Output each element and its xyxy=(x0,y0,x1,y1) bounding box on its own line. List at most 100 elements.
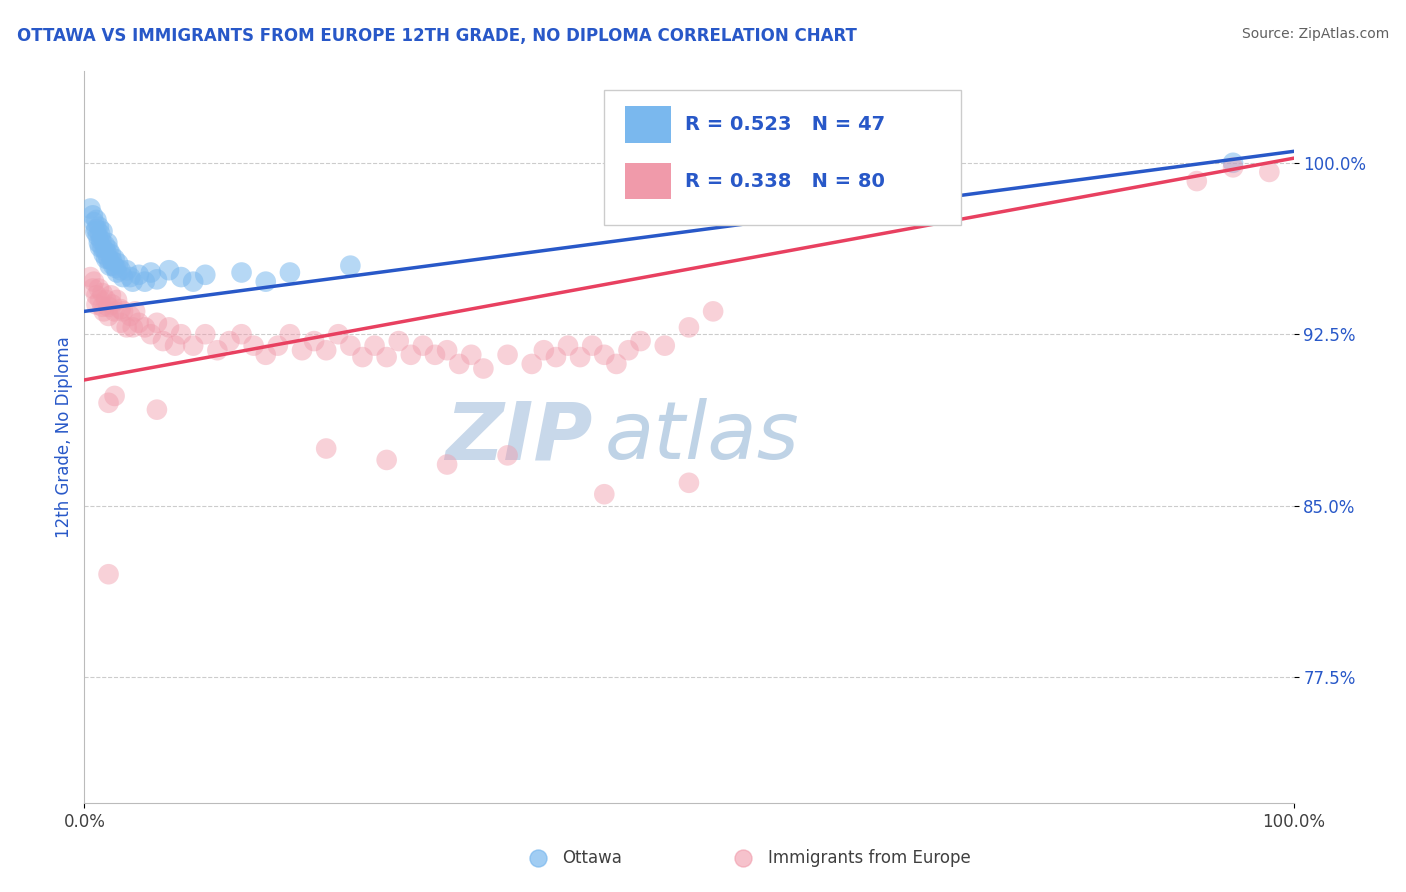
Text: Source: ZipAtlas.com: Source: ZipAtlas.com xyxy=(1241,27,1389,41)
Point xyxy=(97,309,120,323)
Point xyxy=(97,396,120,410)
Point xyxy=(121,275,143,289)
Point xyxy=(363,338,385,352)
Point xyxy=(79,270,101,285)
Point xyxy=(593,348,616,362)
Point xyxy=(449,357,471,371)
Point xyxy=(112,270,135,285)
Point xyxy=(1222,155,1244,169)
Point xyxy=(112,304,135,318)
Text: OTTAWA VS IMMIGRANTS FROM EUROPE 12TH GRADE, NO DIPLOMA CORRELATION CHART: OTTAWA VS IMMIGRANTS FROM EUROPE 12TH GR… xyxy=(17,27,856,45)
Point xyxy=(83,275,105,289)
Point xyxy=(104,304,127,318)
Point xyxy=(104,389,127,403)
Point xyxy=(96,235,118,250)
Text: ZIP: ZIP xyxy=(444,398,592,476)
Point xyxy=(375,350,398,364)
Point xyxy=(194,268,217,282)
Point xyxy=(678,475,700,490)
Point xyxy=(86,213,108,227)
Point xyxy=(82,281,104,295)
Point xyxy=(139,327,162,342)
Point xyxy=(110,301,132,316)
Point xyxy=(472,361,495,376)
Point xyxy=(104,260,127,275)
Point xyxy=(170,327,193,342)
Point xyxy=(101,254,124,268)
Point xyxy=(91,240,114,254)
Point xyxy=(87,235,110,250)
Point xyxy=(1222,161,1244,175)
Point xyxy=(115,263,138,277)
Point xyxy=(630,334,652,348)
Point xyxy=(157,320,180,334)
Point xyxy=(544,350,567,364)
Point xyxy=(165,338,187,352)
Point xyxy=(617,343,640,358)
Point xyxy=(328,327,350,342)
Point xyxy=(97,252,120,266)
Point xyxy=(134,275,156,289)
Point xyxy=(423,348,446,362)
Point xyxy=(128,268,150,282)
Point xyxy=(97,300,120,314)
Point xyxy=(388,334,411,348)
Point xyxy=(91,224,114,238)
Point xyxy=(254,348,277,362)
FancyBboxPatch shape xyxy=(624,106,671,143)
Point xyxy=(146,272,169,286)
Point xyxy=(97,243,120,257)
Point xyxy=(100,288,122,302)
Point xyxy=(87,219,110,234)
Point xyxy=(291,343,314,358)
Point xyxy=(105,265,128,279)
Point xyxy=(134,320,156,334)
Point xyxy=(399,348,422,362)
Point xyxy=(105,293,128,307)
Point xyxy=(89,227,111,241)
Point xyxy=(86,222,108,236)
Point xyxy=(207,343,229,358)
Point xyxy=(412,338,434,352)
Point xyxy=(242,338,264,352)
Point xyxy=(496,348,519,362)
Point xyxy=(91,300,114,314)
Point xyxy=(93,304,115,318)
Point xyxy=(218,334,240,348)
Y-axis label: 12th Grade, No Diploma: 12th Grade, No Diploma xyxy=(55,336,73,538)
Point xyxy=(82,208,104,222)
Point xyxy=(89,240,111,254)
Text: atlas: atlas xyxy=(605,398,799,476)
Point xyxy=(702,304,724,318)
Point xyxy=(128,316,150,330)
Point xyxy=(520,357,543,371)
Point xyxy=(460,348,482,362)
Point xyxy=(98,259,121,273)
FancyBboxPatch shape xyxy=(605,90,962,225)
Point xyxy=(569,350,592,364)
Point xyxy=(101,297,124,311)
Point xyxy=(533,343,555,358)
Point xyxy=(86,228,108,243)
Point xyxy=(605,357,627,371)
Point xyxy=(84,224,107,238)
Point xyxy=(139,265,162,279)
Point xyxy=(231,265,253,279)
Point xyxy=(278,327,301,342)
Point xyxy=(581,338,603,352)
Point xyxy=(181,275,204,289)
Point xyxy=(1258,165,1281,179)
Point xyxy=(90,234,112,248)
Point xyxy=(593,487,616,501)
Point xyxy=(104,252,127,266)
Point xyxy=(146,316,169,330)
Point xyxy=(315,343,337,358)
Point xyxy=(436,458,458,472)
Text: Ottawa: Ottawa xyxy=(562,848,621,867)
Point xyxy=(302,334,325,348)
Point xyxy=(107,256,129,270)
Point xyxy=(124,304,146,318)
Point xyxy=(121,320,143,334)
Point xyxy=(115,320,138,334)
Point xyxy=(100,247,122,261)
